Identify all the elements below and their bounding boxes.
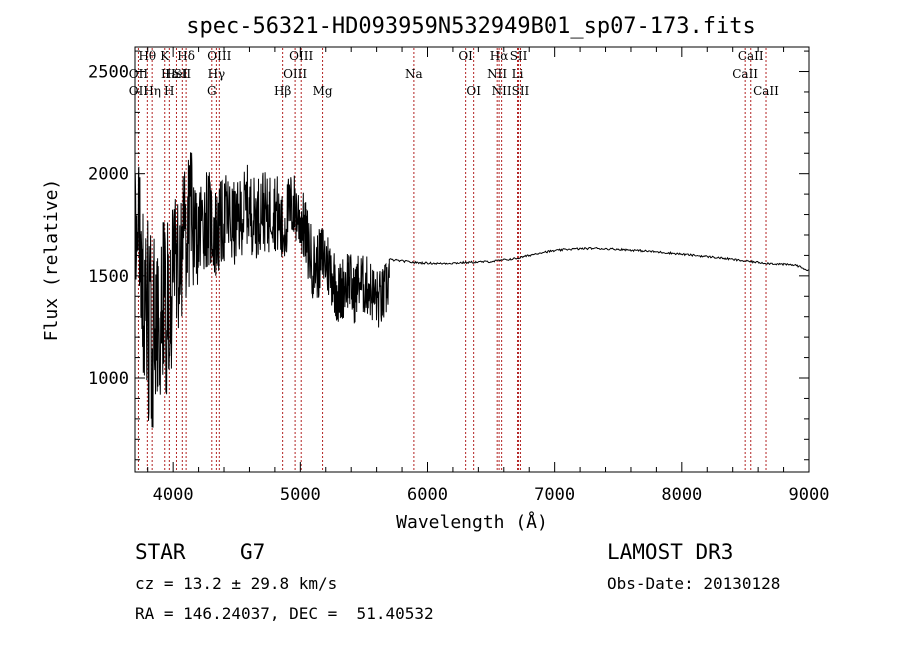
line-label: CaII <box>753 84 779 98</box>
spectral-line-markers <box>137 48 767 471</box>
line-label: Hδ <box>177 49 195 63</box>
line-label: SII <box>510 49 528 63</box>
line-label: Li <box>512 67 524 81</box>
y-tick-label: 1500 <box>88 267 129 287</box>
line-label: OII <box>129 67 149 81</box>
line-label: K <box>160 49 170 63</box>
line-label: NII <box>492 84 512 98</box>
survey-name: LAMOST DR3 <box>607 540 734 564</box>
object-subclass: G7 <box>240 540 266 564</box>
x-tick-label: 6000 <box>407 485 448 505</box>
line-label: OIII <box>289 49 313 63</box>
line-label: G <box>207 84 217 98</box>
line-label: CaII <box>732 67 758 81</box>
line-label: HeI <box>165 67 188 81</box>
line-label: Hη <box>143 84 161 98</box>
line-label: OI <box>458 49 473 63</box>
line-label: NII <box>487 67 507 81</box>
line-label: SII <box>512 84 530 98</box>
x-tick-label: 8000 <box>661 485 702 505</box>
line-label: Hβ <box>274 84 291 98</box>
x-tick-label: 7000 <box>534 485 575 505</box>
y-tick-label: 1000 <box>88 369 129 389</box>
y-tick-label: 2500 <box>88 63 129 83</box>
line-label: Hγ <box>208 67 226 81</box>
obs-date: Obs-Date: 20130128 <box>607 574 781 593</box>
line-label: OII <box>129 84 149 98</box>
plot-frame <box>134 46 810 473</box>
line-label: Mg <box>313 84 333 98</box>
line-label: H <box>164 84 174 98</box>
line-label: Na <box>405 67 423 81</box>
line-label: OI <box>466 84 481 98</box>
line-label: OIII <box>207 49 231 63</box>
line-label: Hθ <box>138 49 156 63</box>
y-axis-label: Flux (relative) <box>41 179 62 342</box>
line-label: SII <box>173 67 191 81</box>
line-label: OIII <box>283 67 307 81</box>
x-axis-label: Wavelength (Å) <box>396 511 548 533</box>
redshift-readout: cz = 13.2 ± 29.8 km/s <box>135 574 338 593</box>
coordinates: RA = 146.24037, DEC = 51.40532 <box>135 604 434 623</box>
line-label: Hα <box>490 49 509 63</box>
y-tick-label: 2000 <box>88 165 129 185</box>
x-tick-label: 9000 <box>789 485 830 505</box>
line-label: CaII <box>738 49 764 63</box>
spectrum-line <box>134 152 810 428</box>
line-label: Hε <box>161 67 178 81</box>
object-class: STAR <box>135 540 186 564</box>
x-tick-label: 4000 <box>153 485 194 505</box>
x-tick-label: 5000 <box>280 485 321 505</box>
y-axis: 1000 1500 2000 2500 <box>88 50 809 461</box>
x-axis: 4000 5000 6000 7000 8000 9000 <box>147 47 830 505</box>
chart-title: spec-56321-HD093959N532949B01_sp07-173.f… <box>186 14 756 39</box>
